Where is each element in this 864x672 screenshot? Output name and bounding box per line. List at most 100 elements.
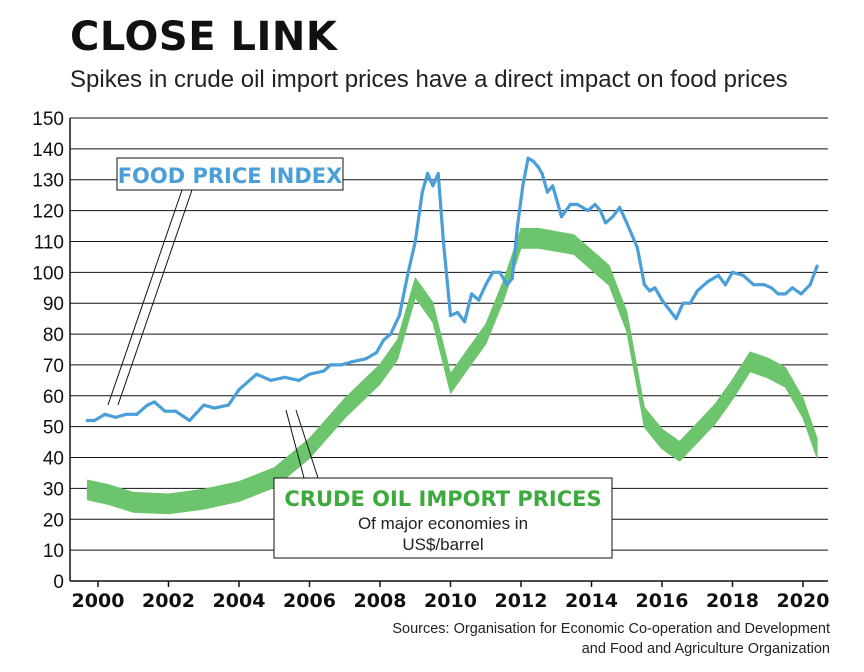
food-point	[397, 313, 401, 318]
food-point	[618, 205, 622, 210]
y-tick-label: 40	[43, 449, 64, 470]
food-point	[498, 270, 502, 274]
food-point	[808, 283, 812, 287]
food-point	[441, 239, 445, 244]
oil-label: CRUDE OIL IMPORT PRICES	[284, 487, 601, 511]
oil-sublabel-2: US$/barrel	[402, 535, 483, 554]
source-line-1: Sources: Organisation for Economic Co-op…	[392, 621, 830, 637]
food-point	[124, 412, 128, 416]
food-point	[635, 246, 639, 250]
food-point	[237, 388, 241, 392]
food-point	[540, 172, 544, 176]
food-point	[611, 215, 615, 219]
y-tick-label: 60	[43, 387, 64, 408]
food-point	[202, 403, 206, 407]
food-point	[674, 317, 678, 321]
food-point	[364, 357, 368, 361]
food-point	[769, 286, 773, 290]
food-point	[350, 360, 354, 364]
food-point	[374, 351, 379, 355]
food-point	[470, 292, 474, 296]
oil-sublabel-1: Of major economies in	[358, 514, 528, 533]
food-point	[505, 283, 509, 287]
food-price-points	[85, 156, 819, 423]
food-point	[389, 332, 393, 336]
food-point	[642, 283, 647, 287]
food-point	[329, 363, 333, 367]
source-note: Sources: Organisation for Economic Co-op…	[392, 619, 830, 659]
food-point	[174, 409, 178, 413]
x-tick-label: 2016	[636, 590, 689, 612]
food-point	[339, 363, 343, 367]
oil-leader-line-1	[285, 409, 305, 479]
x-axis-ticks: 2000 2002 2004 2006 2008 2010 2012 2014 2016 2018…	[72, 581, 829, 612]
food-point	[521, 184, 525, 188]
food-point	[426, 172, 430, 176]
food-point	[604, 221, 608, 225]
food-point	[660, 298, 664, 302]
x-tick-label: 2014	[565, 590, 618, 612]
oil-label-box	[273, 477, 613, 559]
food-point	[648, 289, 652, 293]
x-tick-label: 2018	[706, 590, 759, 612]
food-point	[491, 270, 495, 274]
food-point	[322, 369, 326, 373]
food-point	[537, 165, 541, 169]
y-tick-label: 90	[43, 294, 64, 315]
food-point	[212, 406, 216, 410]
y-tick-label: 20	[43, 510, 64, 531]
food-point	[484, 283, 488, 287]
food-point	[752, 283, 756, 287]
x-tick-label: 2000	[72, 590, 125, 612]
food-point	[456, 310, 460, 315]
food-point	[706, 280, 710, 284]
food-point	[463, 320, 467, 324]
food-point	[716, 273, 721, 277]
y-tick-label: 0	[53, 572, 64, 593]
food-point	[510, 276, 514, 281]
food-point	[283, 375, 287, 379]
food-point	[152, 400, 156, 404]
food-point	[255, 372, 259, 376]
x-tick-label: 2004	[213, 590, 266, 612]
food-point	[545, 190, 550, 194]
food-leader-line-2	[117, 189, 193, 406]
food-point	[406, 270, 410, 274]
food-point	[559, 215, 564, 219]
food-point	[695, 289, 699, 293]
chart-subtitle: Spikes in crude oil import prices have a…	[70, 66, 788, 93]
y-tick-label: 110	[34, 232, 64, 253]
food-point	[163, 409, 167, 413]
food-point	[551, 184, 555, 188]
food-point	[431, 184, 435, 188]
food-leader-line-1	[107, 189, 183, 406]
y-tick-label: 80	[43, 325, 64, 346]
food-point	[531, 159, 535, 163]
food-point	[667, 307, 671, 311]
food-point	[269, 378, 273, 382]
chart-title: CLOSE LINK	[70, 14, 338, 60]
food-point	[598, 209, 602, 213]
food-point	[776, 292, 780, 296]
x-tick-label: 2008	[354, 590, 407, 612]
source-line-2: and Food and Agriculture Organization	[581, 641, 830, 657]
food-point	[730, 270, 735, 274]
food-label: FOOD PRICE INDEX	[118, 164, 343, 188]
food-point	[307, 372, 312, 376]
food-point	[135, 412, 139, 416]
food-point	[741, 273, 745, 277]
food-point	[568, 202, 573, 206]
food-point	[681, 301, 685, 305]
food-point	[762, 283, 766, 287]
food-point	[554, 196, 558, 200]
food-point	[413, 239, 417, 244]
food-point	[799, 292, 803, 296]
y-tick-label: 70	[43, 356, 64, 377]
food-point	[593, 202, 597, 206]
food-point	[85, 418, 89, 423]
food-point	[625, 221, 629, 225]
y-axis-ticks: 0 10 20 30 40 50 60 70 80 90 100 110 120 130 140 150	[32, 109, 64, 593]
food-point	[420, 190, 424, 194]
oil-leader-line-2	[295, 409, 319, 479]
